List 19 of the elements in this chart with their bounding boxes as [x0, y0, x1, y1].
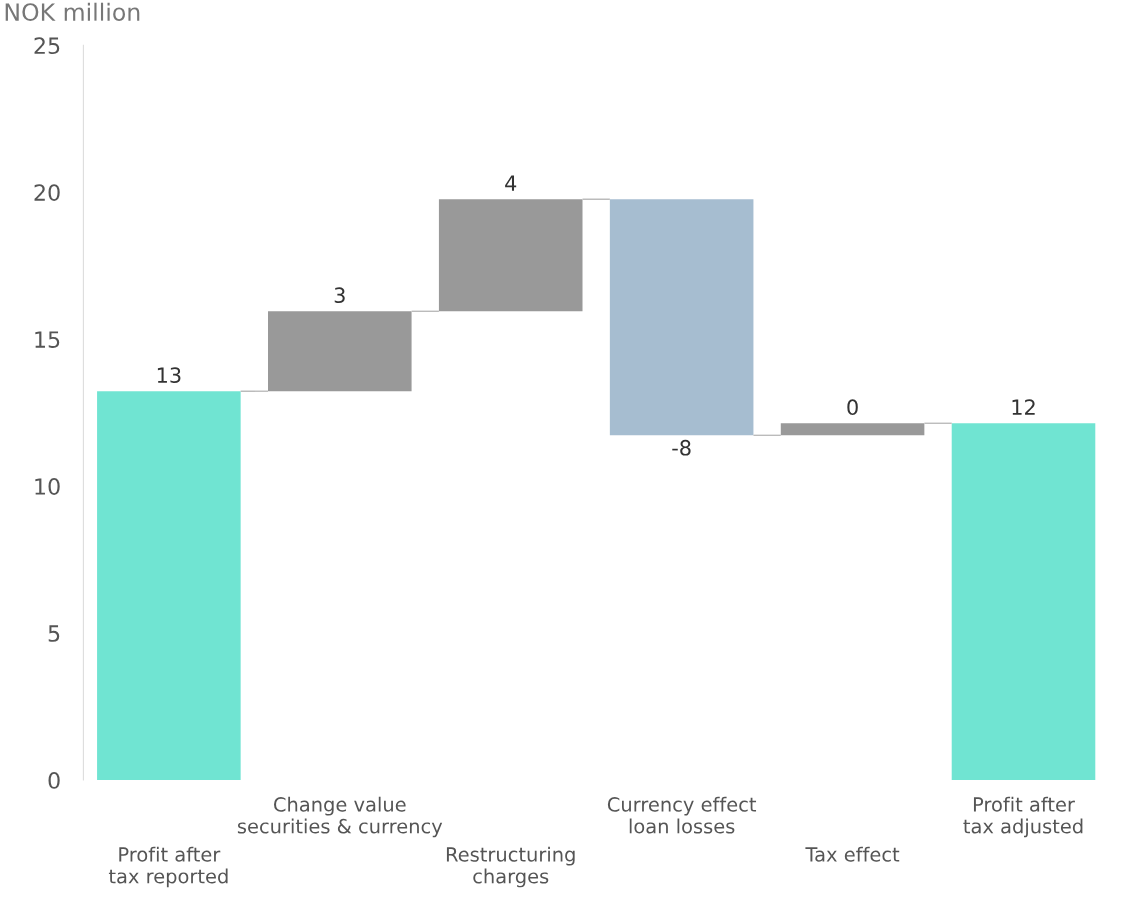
- y-tick-label: 20: [34, 184, 60, 202]
- x-tick-label: Currency effect loan losses: [607, 796, 757, 834]
- data-label: 13: [157, 367, 181, 384]
- data-label: 0: [847, 399, 858, 416]
- y-tick-label: 15: [35, 331, 60, 348]
- y-axis-title: NOK million: [5, 2, 140, 21]
- y-tick-label: 10: [35, 478, 60, 495]
- data-label: 4: [505, 175, 517, 191]
- x-tick-label: Change value securities & currency: [237, 796, 443, 838]
- x-tick-label: Profit after tax reported: [108, 846, 228, 888]
- data-label: -8: [672, 439, 691, 456]
- y-tick-label: 25: [34, 37, 60, 55]
- x-tick-label: Profit after tax adjusted: [963, 796, 1083, 838]
- data-label: 12: [1012, 399, 1035, 415]
- x-tick-label: Tax effect: [805, 846, 900, 862]
- x-tick-label: Restructuring charges: [446, 846, 575, 888]
- data-label: 3: [334, 287, 345, 304]
- y-tick-label: 5: [48, 625, 60, 642]
- y-tick-label: 0: [48, 772, 60, 789]
